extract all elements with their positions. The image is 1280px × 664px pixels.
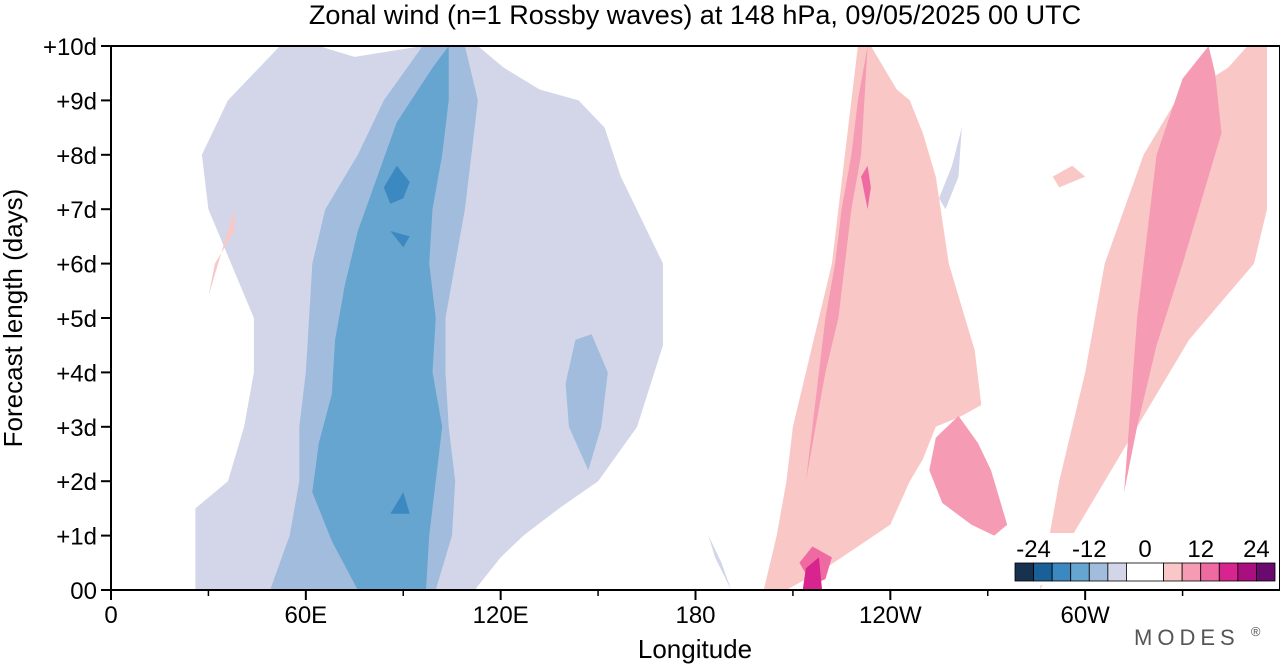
x-tick-label: 60E [284,602,327,629]
colorbar-swatch-5 [1107,562,1127,582]
y-tick-label: +3d [56,415,97,442]
contour-region-13 [783,46,868,590]
colorbar-swatch-0 [1014,562,1034,582]
brand-logo: MODES ® [1134,624,1265,650]
colorbar-label: 0 [1138,536,1151,563]
colorbar-swatch-8 [1181,562,1202,582]
y-tick-label: +8d [56,143,97,170]
y-tick-label: +2d [56,469,97,496]
contour-region-15 [1124,46,1222,493]
contour-region-6 [390,492,410,514]
y-tick-label: +1d [56,524,97,551]
colorbar-swatch-2 [1051,562,1072,582]
contour-region-5 [312,46,449,590]
colorbar: -24 -12 0 12 24 [1011,533,1279,585]
colorbar-swatch-7 [1163,562,1183,582]
y-tick-label: 00 [70,578,97,605]
colorbar-swatch-11 [1237,562,1257,582]
contour-region-4 [565,334,608,471]
brand-text: MODES [1134,625,1240,650]
x-axis-label: Longitude [638,634,752,664]
contour-region-7 [383,165,410,204]
colorbar-label: 12 [1187,536,1214,563]
chart-title: Zonal wind (n=1 Rossby waves) at 148 hPa… [309,0,1081,30]
contour-region-11 [1052,165,1086,188]
contour-region-1 [708,535,732,590]
y-tick-label: +7d [56,197,97,224]
colorbar-swatch-6 [1126,562,1164,582]
colorbar-label: -24 [1016,536,1051,563]
x-tick-label: 120W [859,602,922,629]
y-tick-label: +6d [56,252,97,279]
axis-ticks: 0 60E 120E 180 120W 60W 00 +1d +2d +3d +4d +5d +6d +7… [43,34,1184,629]
x-tick-label: 60W [1060,602,1110,629]
x-tick-label: 0 [104,602,117,629]
contour-region-9 [747,46,982,590]
brand-mark: ® [1251,624,1266,639]
colorbar-swatch-4 [1088,562,1109,582]
x-tick-label: 180 [675,602,715,629]
y-tick-label: +5d [56,306,97,333]
y-tick-label: +9d [56,88,97,115]
colorbar-swatch-3 [1070,562,1090,582]
contour-region-14 [929,415,1008,536]
colorbar-label: 24 [1243,536,1270,563]
colorbar-swatch-9 [1200,562,1220,582]
contour-region-17 [861,165,871,210]
x-tick-label: 120E [473,602,529,629]
colorbar-swatch-1 [1033,562,1053,582]
colorbar-swatch-12 [1256,562,1276,582]
y-tick-label: +10d [43,34,97,61]
contour-region-2 [939,127,962,210]
colorbar-swatch-10 [1218,562,1239,582]
colorbar-label: -12 [1072,536,1107,563]
y-axis-label: Forecast length (days) [0,189,28,448]
contour-region-18 [802,557,823,590]
contour-region-12 [208,209,235,297]
y-tick-label: +4d [56,360,97,387]
contour-region-8 [390,231,410,248]
contour-regions [195,46,1267,590]
